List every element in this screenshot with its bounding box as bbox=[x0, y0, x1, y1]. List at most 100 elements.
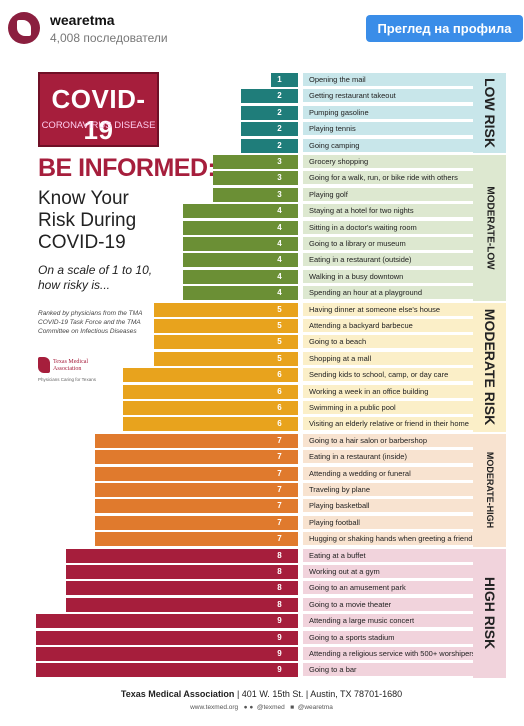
risk-score: 8 bbox=[277, 550, 282, 560]
risk-score: 3 bbox=[277, 189, 282, 199]
risk-score: 2 bbox=[277, 124, 282, 134]
post-header: wearetma 4,008 последователи Преглед на … bbox=[0, 0, 524, 54]
risk-bar bbox=[154, 335, 298, 350]
activity-label: Shopping at a mall bbox=[303, 351, 473, 366]
account-avatar[interactable] bbox=[8, 12, 40, 44]
risk-score: 5 bbox=[277, 353, 282, 363]
activity-label: Attending a backyard barbecue bbox=[303, 319, 473, 333]
risk-bar bbox=[95, 466, 298, 481]
badge-title: COVID-19 bbox=[51, 84, 146, 145]
activity-label: Traveling by plane bbox=[303, 483, 473, 497]
risk-score: 8 bbox=[277, 599, 282, 609]
covid-risk-infographic: COVID-19 CORONAVIRUS DISEASE BE INFORMED… bbox=[13, 57, 510, 717]
risk-bar bbox=[123, 368, 298, 383]
activity-row: 4 Going to a library or museum bbox=[13, 237, 473, 253]
activity-row: 6 Swimming in a public pool bbox=[13, 401, 473, 417]
activity-row: 5 Having dinner at someone else's house bbox=[13, 302, 473, 319]
activity-row: 3 Playing golf bbox=[13, 187, 473, 204]
risk-score: 4 bbox=[277, 206, 282, 216]
risk-bar bbox=[183, 286, 298, 301]
risk-bar bbox=[213, 155, 298, 169]
activity-row: 4 Walking in a busy downtown bbox=[13, 269, 473, 286]
follower-count: 4,008 последователи bbox=[50, 31, 168, 45]
activity-row: 8 Going to a movie theater bbox=[13, 597, 473, 614]
activity-label: Playing golf bbox=[303, 187, 473, 202]
risk-bar bbox=[95, 515, 298, 530]
risk-bar bbox=[36, 614, 298, 629]
risk-bar bbox=[36, 630, 298, 645]
activity-row: 7 Playing basketball bbox=[13, 499, 473, 515]
activity-row: 7 Attending a wedding or funeral bbox=[13, 466, 473, 483]
activity-row: 7 Traveling by plane bbox=[13, 483, 473, 499]
activity-row: 5 Going to a beach bbox=[13, 335, 473, 351]
view-profile-button[interactable]: Преглед на профила bbox=[366, 15, 523, 42]
scale-question: On a scale of 1 to 10, how risky is... bbox=[38, 263, 153, 292]
risk-score: 4 bbox=[277, 288, 282, 298]
social-icons: ● ● bbox=[239, 704, 256, 711]
risk-bar bbox=[123, 384, 298, 399]
risk-score: 6 bbox=[277, 386, 282, 396]
activity-label: Playing tennis bbox=[303, 122, 473, 137]
risk-score: 1 bbox=[277, 75, 282, 84]
activity-label: Walking in a busy downtown bbox=[303, 269, 473, 284]
risk-score: 7 bbox=[277, 485, 282, 494]
activity-row: 2 Pumping gasoline bbox=[13, 105, 473, 122]
activity-row: 7 Going to a hair salon or barbershop bbox=[13, 433, 473, 450]
risk-bar bbox=[241, 89, 298, 104]
risk-bar bbox=[36, 647, 298, 661]
activity-label: Playing basketball bbox=[303, 499, 473, 514]
activity-label: Spending an hour at a playground bbox=[303, 286, 473, 301]
activity-label: Working a week in an office building bbox=[303, 384, 473, 399]
risk-score: 6 bbox=[277, 403, 282, 412]
risk-score: 4 bbox=[277, 255, 282, 265]
activity-label: Going to a beach bbox=[303, 335, 473, 350]
risk-score: 4 bbox=[277, 222, 282, 232]
activity-label: Sitting in a doctor's waiting room bbox=[303, 220, 473, 235]
activity-label: Going to an amusement park bbox=[303, 581, 473, 596]
activity-label: Eating in a restaurant (outside) bbox=[303, 253, 473, 268]
footer-sep: | bbox=[236, 689, 242, 699]
risk-bar bbox=[271, 73, 298, 87]
risk-score: 7 bbox=[277, 534, 282, 544]
activity-row: 9 Going to a sports stadium bbox=[13, 630, 473, 647]
footer-social-1[interactable]: @texmed bbox=[256, 704, 285, 711]
risk-bar bbox=[123, 417, 298, 432]
risk-band: MODERATE-LOW bbox=[473, 155, 506, 301]
risk-bar bbox=[154, 351, 298, 366]
activity-label: Staying at a hotel for two nights bbox=[303, 204, 473, 219]
risk-band-label: LOW RISK bbox=[481, 78, 498, 148]
account-name[interactable]: wearetma bbox=[50, 12, 115, 28]
activity-row: 5 Shopping at a mall bbox=[13, 351, 473, 368]
risk-bar bbox=[241, 122, 298, 137]
activity-row: 6 Sending kids to school, camp, or day ca… bbox=[13, 368, 473, 384]
risk-score: 8 bbox=[277, 583, 282, 593]
activity-label: Attending a religious service with 500+ … bbox=[303, 647, 473, 661]
risk-band-label: MODERATE RISK bbox=[481, 308, 498, 426]
footer-website[interactable]: www.texmed.org bbox=[190, 704, 239, 711]
footer-social-2[interactable]: @wearetma bbox=[297, 704, 333, 711]
activity-label: Visiting an elderly relative or friend i… bbox=[303, 417, 473, 432]
tma-logo-name: Texas Medical Association bbox=[53, 359, 89, 372]
risk-bar bbox=[66, 597, 298, 612]
activity-label: Working out at a gym bbox=[303, 565, 473, 579]
risk-bar bbox=[241, 105, 298, 120]
activity-row: 7 Hugging or shaking hands when greeting … bbox=[13, 532, 473, 548]
activity-row: 4 Spending an hour at a playground bbox=[13, 286, 473, 302]
activity-label: Having dinner at someone else's house bbox=[303, 302, 473, 317]
activity-row: 7 Playing football bbox=[13, 515, 473, 532]
activity-label: Grocery shopping bbox=[303, 155, 473, 169]
tma-logo-icon bbox=[38, 357, 50, 373]
risk-score: 4 bbox=[277, 271, 282, 281]
risk-score: 5 bbox=[277, 337, 282, 347]
risk-score: 9 bbox=[277, 665, 282, 675]
risk-score: 9 bbox=[277, 632, 282, 642]
risk-bar bbox=[66, 548, 298, 563]
activity-label: Going to a sports stadium bbox=[303, 630, 473, 645]
risk-bar bbox=[183, 253, 298, 268]
risk-bar bbox=[183, 269, 298, 284]
risk-bar bbox=[66, 565, 298, 579]
activity-label: Attending a wedding or funeral bbox=[303, 466, 473, 481]
activity-label: Playing football bbox=[303, 515, 473, 530]
activity-label: Pumping gasoline bbox=[303, 105, 473, 120]
risk-bar bbox=[95, 532, 298, 547]
